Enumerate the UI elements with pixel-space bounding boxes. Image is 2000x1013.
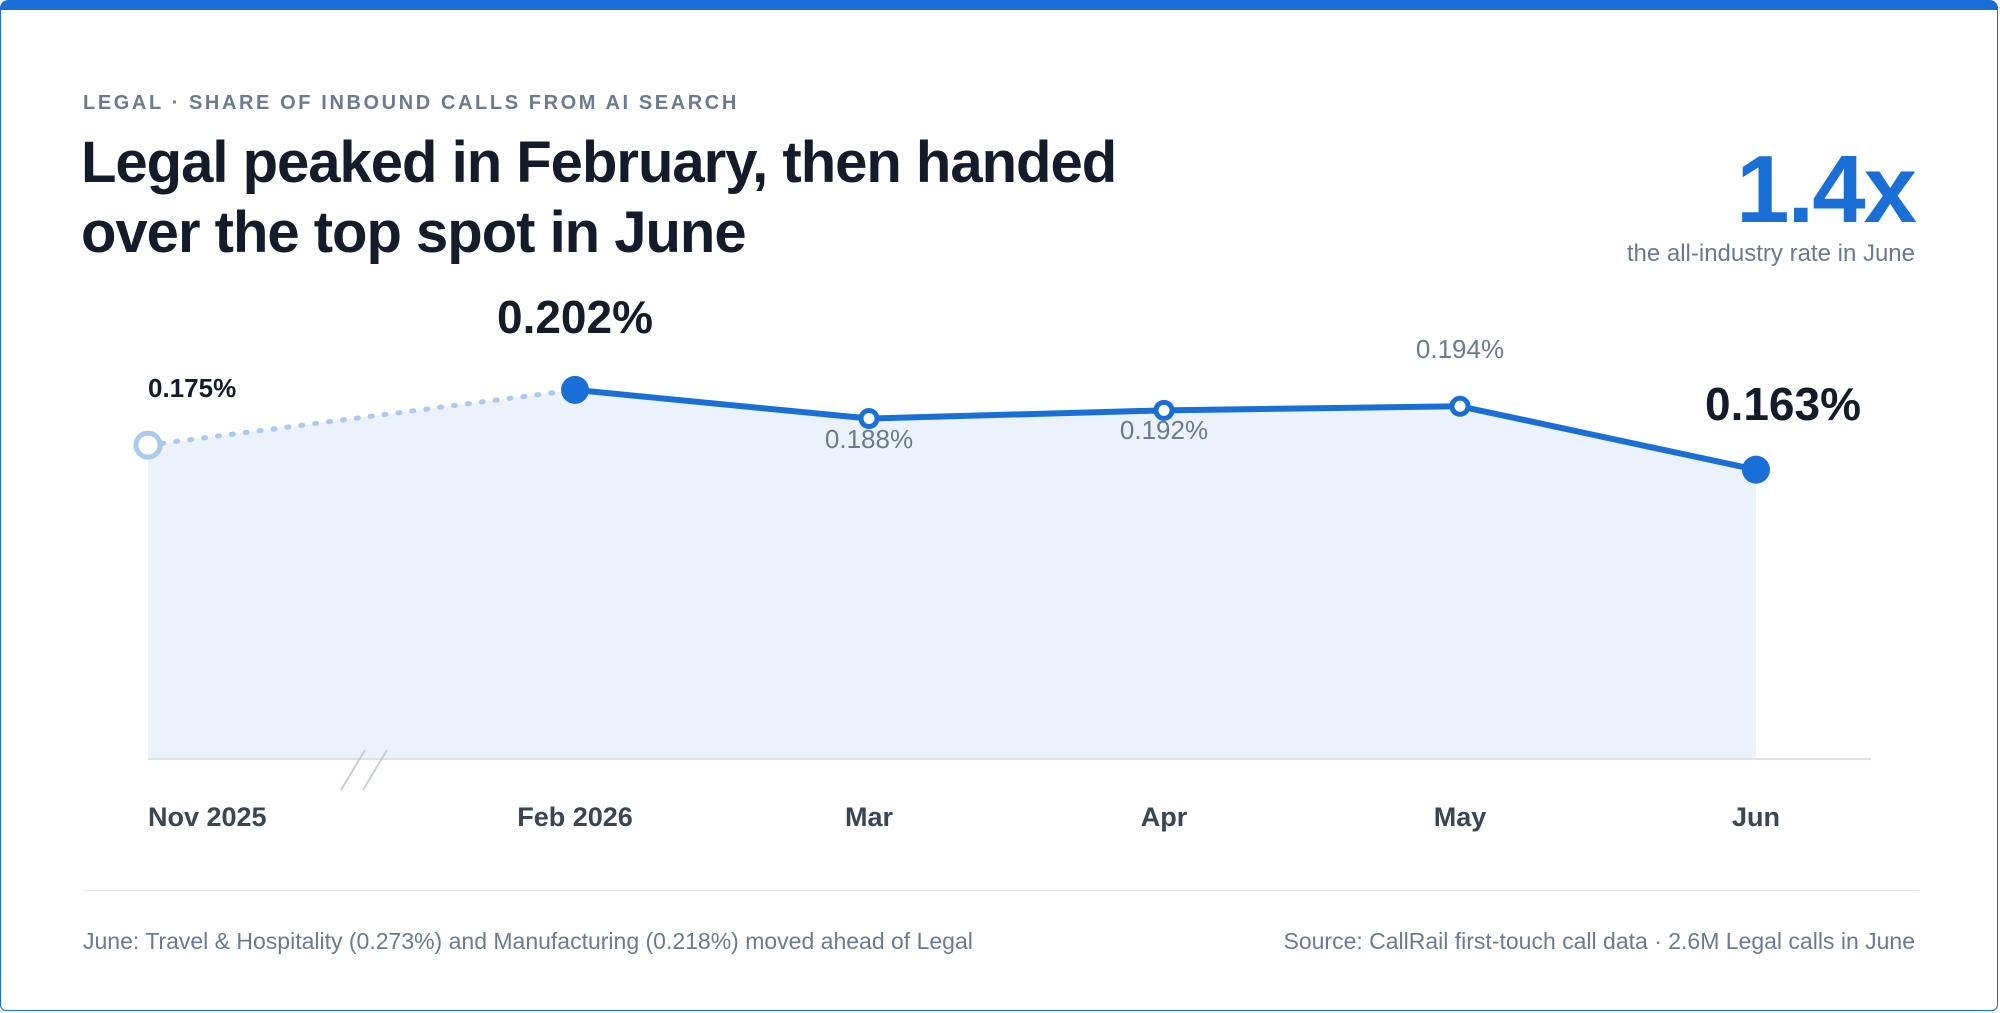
data-label: 0.163% [1705,378,1861,430]
x-tick-label: Jun [1732,802,1780,832]
data-label: 0.192% [1120,415,1208,445]
data-point [858,408,880,430]
kpi-block: 1.4x the all-industry rate in June [1626,136,1917,268]
data-label: 0.175% [148,373,236,403]
kpi-caption: the all-industry rate in June [1626,240,1915,267]
data-point-highlight [1742,455,1770,484]
data-point [1153,399,1175,421]
x-tick-label: Mar [845,802,894,832]
area-fill [148,389,1756,759]
line-chart: 0.175% 0.202% 0.188% 0.192% 0.194% 0.163% Nov … [133,291,1871,832]
data-label: 0.202% [497,291,653,343]
series-line-dotted [145,387,578,448]
axis-break-mark [340,749,366,791]
x-tick-label: Apr [1141,802,1188,832]
footer-note: June: Travel & Hospitality (0.273%) and … [83,928,973,954]
data-label: 0.188% [825,424,913,454]
chart-title: Legal peaked in February, then handed ov… [81,130,1117,265]
x-tick-label: Feb 2026 [517,802,633,832]
x-tick-label: May [1434,802,1487,832]
data-point [133,430,163,460]
eyebrow-label: LEGAL · SHARE OF INBOUND CALLS FROM AI S… [83,92,739,114]
kpi-value: 1.4x [1736,136,1917,243]
x-tick-label: Nov 2025 [148,802,267,832]
data-point [1449,395,1471,417]
footer-source: Source: CallRail first-touch call data ·… [1283,928,1915,954]
data-label: 0.194% [1416,334,1504,364]
data-point-highlight [561,375,589,404]
axis-break-mark [362,749,388,791]
footer-divider [83,890,1919,891]
